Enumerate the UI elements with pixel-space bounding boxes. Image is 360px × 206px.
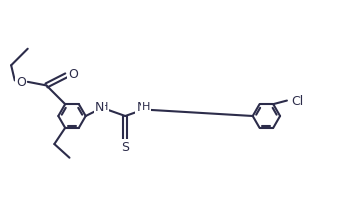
Text: O: O [16, 76, 26, 89]
Text: N: N [95, 100, 104, 113]
Text: N: N [136, 100, 146, 113]
Text: H: H [100, 102, 109, 112]
Text: Cl: Cl [292, 95, 304, 108]
Text: S: S [121, 140, 129, 153]
Text: H: H [142, 102, 150, 112]
Text: O: O [68, 68, 78, 81]
